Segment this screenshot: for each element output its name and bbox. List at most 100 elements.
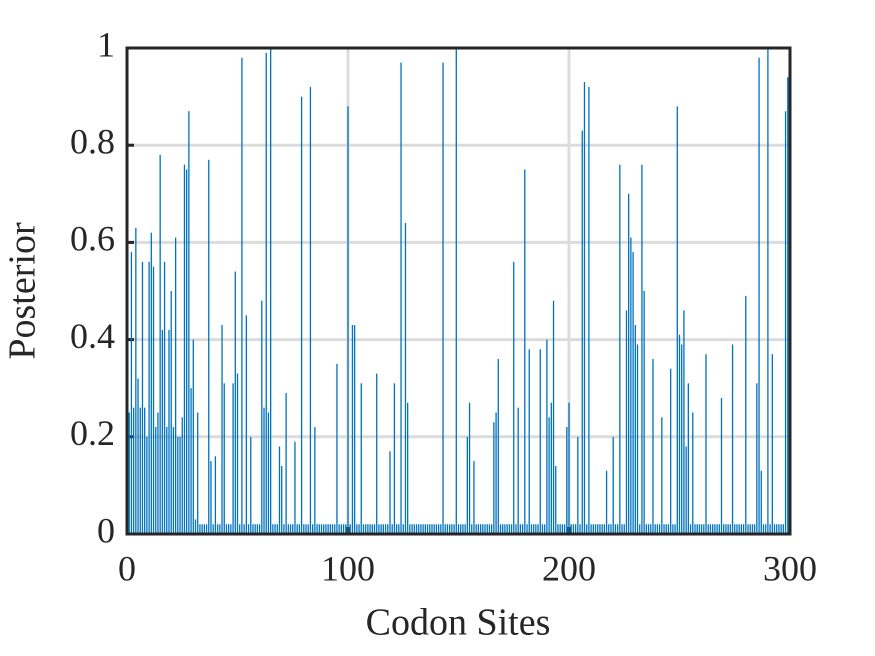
bar bbox=[135, 227, 137, 534]
axes-frame bbox=[125, 46, 792, 536]
bar bbox=[676, 106, 678, 534]
bar bbox=[530, 524, 533, 534]
bar bbox=[378, 524, 380, 534]
y-tick-label: 0.8 bbox=[70, 121, 115, 161]
bar bbox=[762, 524, 765, 534]
bar bbox=[475, 524, 477, 534]
bar bbox=[159, 154, 161, 535]
bar bbox=[552, 300, 555, 534]
bar bbox=[756, 383, 758, 534]
bar bbox=[466, 436, 468, 534]
bar bbox=[479, 524, 482, 534]
bar bbox=[718, 524, 720, 534]
bar bbox=[758, 57, 760, 534]
bar bbox=[272, 524, 274, 534]
bar bbox=[687, 383, 689, 534]
bar bbox=[455, 48, 457, 534]
bar bbox=[632, 252, 634, 534]
bar bbox=[172, 427, 175, 534]
bar bbox=[568, 402, 570, 534]
bar bbox=[544, 524, 546, 534]
bar bbox=[345, 524, 347, 534]
bar bbox=[599, 524, 601, 534]
bar bbox=[780, 524, 782, 534]
bar bbox=[263, 407, 265, 534]
bar bbox=[689, 524, 692, 534]
bar bbox=[413, 524, 415, 534]
bar bbox=[360, 383, 362, 534]
bar bbox=[128, 412, 130, 534]
bar bbox=[583, 82, 586, 535]
bar bbox=[247, 524, 250, 534]
bar bbox=[714, 524, 716, 534]
bar bbox=[709, 524, 712, 534]
bar bbox=[590, 524, 592, 534]
bar bbox=[265, 52, 267, 535]
bar bbox=[393, 383, 396, 534]
y-axis-label: Posterior bbox=[2, 222, 44, 360]
x-tick-label: 300 bbox=[763, 548, 817, 588]
y-tick-label: 1 bbox=[97, 24, 115, 64]
bar bbox=[612, 436, 614, 534]
bar bbox=[144, 407, 146, 534]
bar bbox=[376, 373, 378, 534]
bar bbox=[241, 57, 243, 534]
bar bbox=[391, 524, 393, 534]
bar bbox=[497, 359, 499, 534]
bar bbox=[183, 164, 186, 534]
bar bbox=[415, 524, 418, 534]
bar bbox=[491, 524, 493, 534]
bar bbox=[641, 164, 643, 534]
bar bbox=[621, 524, 623, 534]
bar bbox=[300, 96, 303, 534]
x-axis-label: Codon Sites bbox=[366, 602, 551, 644]
bar bbox=[256, 524, 259, 534]
bar bbox=[723, 524, 725, 534]
bar bbox=[594, 524, 597, 534]
bar bbox=[157, 412, 159, 534]
bar bbox=[784, 111, 787, 535]
x-tick-label: 0 bbox=[118, 548, 136, 588]
bar bbox=[398, 524, 400, 534]
bar bbox=[685, 446, 687, 534]
bar bbox=[305, 524, 307, 534]
bar bbox=[767, 48, 769, 534]
bar bbox=[281, 465, 283, 534]
bar bbox=[186, 169, 188, 534]
bar bbox=[161, 329, 164, 534]
bar bbox=[323, 524, 325, 534]
bar bbox=[751, 524, 754, 534]
bar bbox=[225, 524, 228, 534]
bar bbox=[555, 465, 557, 534]
bar bbox=[614, 524, 617, 534]
bar bbox=[493, 422, 495, 534]
bar bbox=[294, 441, 296, 534]
bar bbox=[146, 436, 148, 534]
bar bbox=[214, 456, 217, 534]
x-tick-label: 100 bbox=[321, 548, 375, 588]
bar bbox=[468, 402, 471, 534]
bar bbox=[464, 524, 466, 534]
y-tick-label: 0.2 bbox=[70, 413, 115, 453]
bar bbox=[597, 524, 599, 534]
bar bbox=[139, 407, 141, 534]
bar bbox=[592, 524, 594, 534]
bar bbox=[643, 291, 645, 534]
bar bbox=[334, 524, 336, 534]
bar bbox=[320, 524, 323, 534]
bar bbox=[716, 524, 718, 534]
bar bbox=[473, 461, 475, 534]
bar bbox=[495, 412, 497, 534]
bar bbox=[504, 524, 506, 534]
bar bbox=[658, 524, 661, 534]
bar bbox=[548, 417, 550, 534]
bar bbox=[610, 524, 612, 534]
bar bbox=[208, 159, 210, 534]
bar bbox=[765, 524, 767, 534]
bar bbox=[382, 524, 385, 534]
bar bbox=[216, 524, 219, 534]
bar bbox=[561, 524, 564, 534]
bar bbox=[329, 524, 331, 534]
bar bbox=[738, 524, 740, 534]
